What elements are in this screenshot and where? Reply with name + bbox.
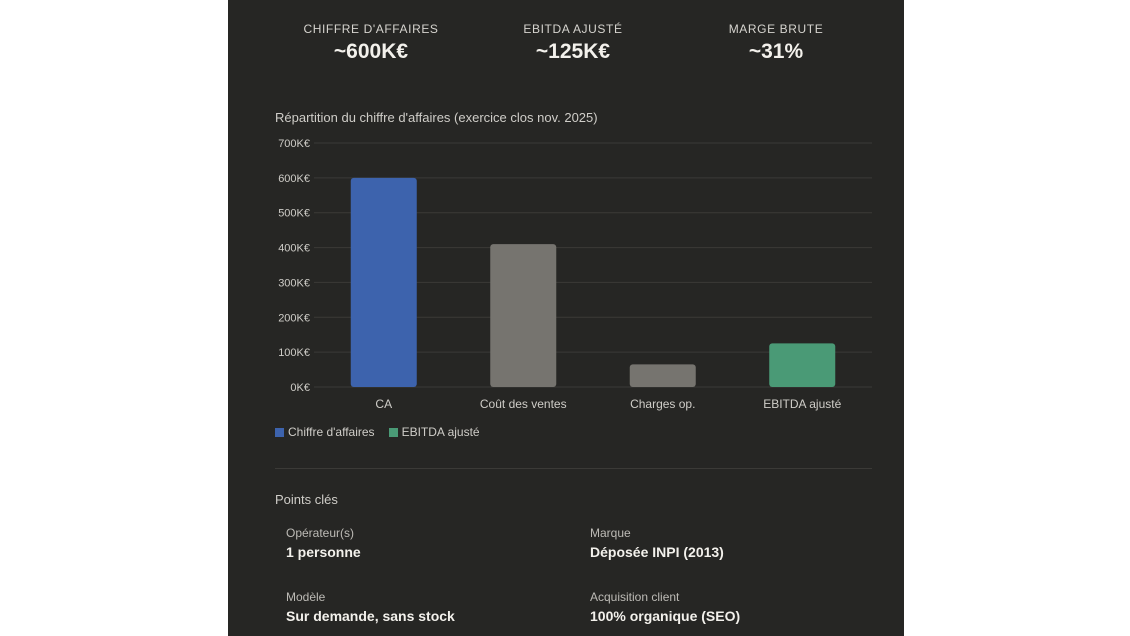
key-point-value: 1 personne (286, 544, 361, 560)
y-tick-label: 700K€ (278, 138, 310, 150)
legend-label-revenue: Chiffre d'affaires (288, 425, 375, 439)
key-point-brand: Marque Déposée INPI (2013) (590, 526, 724, 560)
metric-gross-margin: MARGE BRUTE ~31% (676, 22, 876, 64)
chart-title: Répartition du chiffre d'affaires (exerc… (275, 110, 598, 125)
key-point-operators: Opérateur(s) 1 personne (286, 526, 361, 560)
metric-ebitda-value: ~125K€ (535, 40, 611, 63)
key-point-acquisition: Acquisition client 100% organique (SEO) (590, 590, 740, 624)
bar (769, 343, 836, 387)
key-point-value: Déposée INPI (2013) (590, 544, 724, 560)
metric-ebitda-label: EBITDA AJUSTÉ (523, 22, 623, 36)
y-tick-label: 0K€ (290, 382, 310, 394)
metric-ebitda: EBITDA AJUSTÉ ~125K€ (473, 22, 673, 64)
metric-gross-margin-value: ~31% (748, 40, 804, 63)
key-point-value: 100% organique (SEO) (590, 608, 741, 624)
x-tick-label: Coût des ventes (480, 397, 567, 411)
metric-gross-margin-label: MARGE BRUTE (728, 22, 824, 36)
chart-legend: Chiffre d'affaires EBITDA ajusté (275, 425, 480, 439)
key-point-label: Acquisition client (590, 590, 680, 604)
x-tick-label: EBITDA ajusté (763, 397, 841, 411)
legend-swatch-revenue (275, 427, 284, 437)
financial-summary-panel: CHIFFRE D'AFFAIRES ~600K€ EBITDA AJUSTÉ … (228, 0, 904, 636)
legend-entry-ebitda: EBITDA ajusté (388, 425, 480, 439)
key-point-label: Marque (590, 526, 631, 540)
y-tick-label: 400K€ (278, 243, 310, 255)
legend-entry-revenue: Chiffre d'affaires (275, 425, 375, 439)
metric-revenue-value: ~600K€ (333, 40, 409, 63)
bar (490, 244, 557, 387)
section-divider (275, 468, 872, 469)
bar (350, 177, 417, 387)
legend-label-ebitda: EBITDA ajusté (401, 425, 480, 439)
y-tick-label: 200K€ (278, 312, 310, 324)
y-tick-label: 500K€ (278, 208, 310, 220)
x-tick-label: Charges op. (630, 397, 695, 411)
key-point-label: Opérateur(s) (286, 526, 355, 540)
metric-revenue-label: CHIFFRE D'AFFAIRES (303, 22, 439, 36)
key-point-model: Modèle Sur demande, sans stock (286, 590, 455, 624)
y-tick-label: 100K€ (278, 347, 310, 359)
y-tick-label: 300K€ (278, 277, 310, 289)
legend-swatch-ebitda (388, 427, 398, 437)
key-points-title: Points clés (275, 492, 338, 507)
metric-revenue: CHIFFRE D'AFFAIRES ~600K€ (271, 22, 471, 64)
key-point-value: Sur demande, sans stock (286, 608, 455, 624)
revenue-breakdown-chart: 0K€ 100K€ 200K€ 300K€ 400K€ 500K€ 600K€ 700K€ CA… (278, 138, 872, 411)
bar (629, 364, 696, 387)
x-tick-label: CA (375, 397, 392, 411)
key-point-label: Modèle (286, 590, 326, 604)
y-tick-label: 600K€ (278, 173, 310, 185)
